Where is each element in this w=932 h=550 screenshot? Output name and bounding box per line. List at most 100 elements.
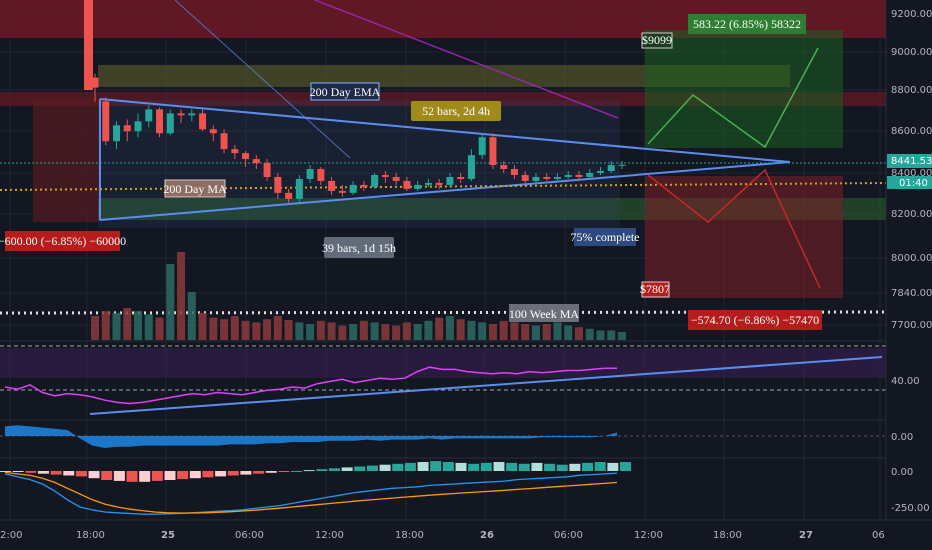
candle-body — [145, 109, 153, 122]
macd-histogram-bar — [12, 471, 24, 472]
macd-histogram-bar — [227, 471, 239, 476]
candles — [84, 0, 626, 203]
volume-bar — [467, 320, 476, 340]
macd-histogram-bar — [177, 471, 189, 480]
current-price-badge: 8441.53 — [891, 156, 932, 167]
candle-body — [381, 174, 389, 177]
volume-bar — [284, 320, 293, 340]
volume-bar — [542, 324, 551, 340]
candle-body — [177, 113, 185, 116]
complete-bg — [574, 228, 636, 246]
zones — [0, 0, 886, 298]
macd-histogram-bar — [75, 471, 87, 477]
candle-body — [424, 182, 432, 185]
volume-bar — [327, 322, 336, 340]
macd-tick: -250.00 — [891, 503, 930, 514]
triangle-fill — [98, 100, 620, 228]
annotation-short-loss[interactable]: −574.70 (−6.86%) −57470 — [688, 310, 822, 330]
complete-label: 75% complete — [571, 230, 640, 244]
time-tick: 12:00 — [634, 530, 663, 541]
long-gain-bg — [688, 14, 806, 34]
candle-body — [156, 109, 164, 134]
annotation-200-day-ema[interactable]: 200 Day EMA — [310, 82, 381, 101]
annotation-52-bars[interactable]: 52 bars, 2d 4h — [411, 101, 501, 121]
volume-bar — [510, 322, 519, 340]
candle-body — [521, 174, 529, 181]
macd-histogram-bar — [303, 470, 315, 472]
macd-histogram-bar — [493, 462, 505, 471]
candle-body — [457, 176, 465, 179]
volume-bar — [424, 320, 433, 340]
price-tick: 8000.00 — [891, 253, 932, 264]
macd-histogram-bar — [620, 462, 631, 471]
ema-200-line — [314, 0, 619, 119]
volume-bar — [252, 322, 261, 340]
macd-histogram-bar — [164, 471, 176, 480]
macd-histogram-bar — [278, 471, 290, 472]
volume-bar — [596, 330, 605, 340]
candle-body — [134, 121, 142, 132]
volume-bar — [263, 319, 272, 340]
price-tick: 8600.00 — [891, 126, 932, 137]
time-axis[interactable]: 2:00 18:00 25 06:00 12:00 18:00 26 06:00… — [0, 519, 932, 550]
annotation-39-bars[interactable]: 39 bars, 1d 15h — [322, 237, 396, 258]
macd-histogram-bar — [404, 462, 416, 471]
macd-histogram-bar — [291, 471, 303, 472]
macd-histogram-bar — [240, 471, 252, 475]
volume-bar — [349, 324, 358, 340]
macd-histogram-bar — [480, 462, 492, 471]
annotation-drop[interactable]: −600.00 (−6.85%) −60000 — [0, 231, 126, 251]
volume-bar — [413, 324, 422, 340]
macd-histogram-bar — [569, 463, 581, 471]
macd-histogram-bar — [392, 463, 404, 471]
volume-bars — [91, 252, 626, 340]
candle-body — [392, 176, 400, 181]
candle-body — [84, 0, 93, 90]
candle-body — [123, 125, 131, 132]
candle-body — [564, 174, 572, 177]
price-axis[interactable]: 9200.00 9000.00 8800.00 8600.00 8400.00 … — [885, 0, 932, 520]
time-tick: 26 — [480, 530, 494, 541]
volume-bar — [134, 311, 143, 340]
time-tick: 27 — [799, 530, 813, 541]
candle-body — [166, 113, 174, 134]
mom-tick: 0.00 — [891, 432, 913, 443]
candle-body — [446, 176, 454, 185]
macd-histogram-bar — [430, 461, 442, 471]
short-loss-bg — [688, 310, 822, 330]
time-tick: 25 — [161, 530, 175, 541]
long-target-bg — [641, 32, 673, 49]
macd-histogram-bar — [202, 471, 214, 478]
annotation-100-week-ma[interactable]: 100 Week MA — [509, 304, 579, 322]
candle-body — [349, 184, 357, 193]
volume-bar — [392, 325, 401, 340]
annotation-200-day-ma[interactable]: 200 Day MA — [163, 179, 227, 198]
long-zone — [645, 30, 843, 148]
volume-bar — [585, 328, 594, 340]
bars39-bg — [324, 237, 394, 258]
time-tick: 06:00 — [554, 530, 583, 541]
candle-body — [596, 171, 604, 173]
volume-bar — [381, 324, 390, 340]
candle-body — [467, 155, 475, 179]
volume-bar — [273, 316, 282, 340]
candle-body — [338, 190, 346, 193]
macd-histogram-bar — [151, 471, 163, 481]
candle-body — [553, 176, 561, 179]
candle-body — [510, 169, 518, 175]
annotation-complete[interactable]: 75% complete — [571, 228, 640, 246]
candle-body — [295, 178, 303, 199]
candle-body — [209, 129, 217, 134]
long-gain-label: 583.22 (6.85%) 58322 — [693, 17, 801, 31]
annotation-long-gain[interactable]: 583.22 (6.85%) 58322 — [688, 14, 806, 34]
candle-body — [414, 184, 422, 189]
volume-bar — [230, 316, 239, 340]
annotation-short-target[interactable]: $7807 — [640, 281, 670, 298]
volume-bar — [112, 312, 121, 340]
macd-histogram-bar — [189, 471, 201, 479]
annotation-long-target[interactable]: $9099 — [641, 32, 673, 49]
candle-body — [199, 113, 207, 130]
macd-line — [4, 472, 618, 515]
candle-body — [328, 180, 336, 191]
